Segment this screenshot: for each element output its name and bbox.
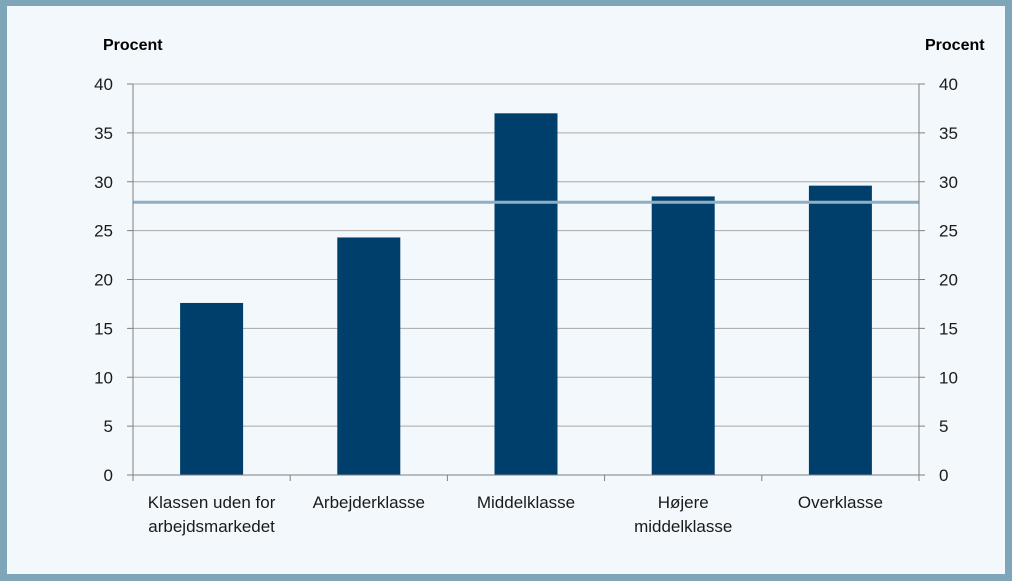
axes <box>127 83 925 481</box>
right-tick-label: 35 <box>939 124 958 143</box>
left-tick-label: 30 <box>94 173 113 192</box>
bar <box>180 302 244 475</box>
left-tick-label: 15 <box>94 319 113 338</box>
right-tick-label: 5 <box>939 417 948 436</box>
left-y-ticks: 0 5 10 15 20 25 30 35 40 <box>94 75 113 485</box>
x-category-labels: Klassen uden for arbejdsmarkedet Arbejderk… <box>148 493 883 536</box>
right-tick-label: 0 <box>939 466 948 485</box>
left-tick-label: 5 <box>104 417 113 436</box>
bar <box>651 196 715 475</box>
right-tick-label: 30 <box>939 173 958 192</box>
bars <box>180 113 872 475</box>
right-y-ticks: 0 5 10 15 20 25 30 35 40 <box>939 75 958 485</box>
category-label: Højere <box>658 493 709 512</box>
right-tick-label: 15 <box>939 319 958 338</box>
category-label: Overklasse <box>798 493 883 512</box>
category-label: arbejdsmarkedet <box>148 517 275 536</box>
right-axis-title: Procent <box>925 37 985 54</box>
left-tick-label: 20 <box>94 271 113 290</box>
left-tick-label: 35 <box>94 124 113 143</box>
bar <box>808 185 872 475</box>
left-tick-label: 0 <box>104 466 113 485</box>
category-label: Klassen uden for <box>148 493 276 512</box>
category-label: middelklasse <box>634 517 732 536</box>
right-tick-label: 25 <box>939 222 958 241</box>
bar <box>337 237 401 475</box>
bar-chart: Procent Procent 0 5 10 15 20 25 30 35 40 0 5 10 15 2… <box>94 37 985 536</box>
left-axis-title: Procent <box>103 37 163 54</box>
right-tick-label: 40 <box>939 75 958 94</box>
category-label: Arbejderklasse <box>313 493 425 512</box>
gridlines <box>133 83 919 427</box>
category-label: Middelklasse <box>477 493 575 512</box>
bar <box>494 113 558 475</box>
top-banner <box>7 0 1012 6</box>
right-tick-label: 20 <box>939 271 958 290</box>
right-tick-label: 10 <box>939 368 958 387</box>
left-tick-label: 40 <box>94 75 113 94</box>
left-tick-label: 25 <box>94 222 113 241</box>
left-tick-label: 10 <box>94 368 113 387</box>
